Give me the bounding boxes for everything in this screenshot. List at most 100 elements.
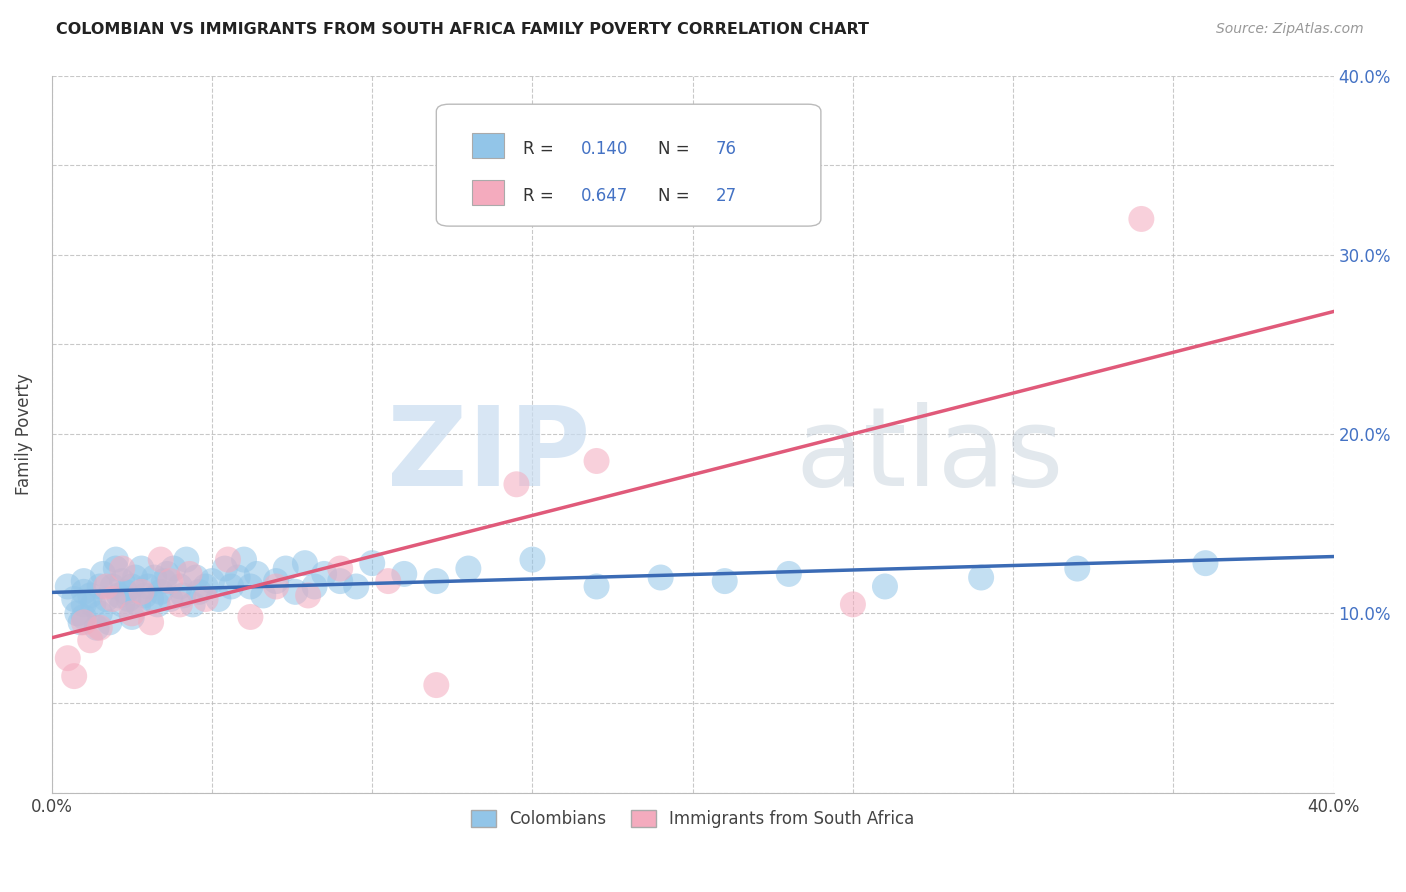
- Point: [585, 579, 607, 593]
- Point: [284, 585, 307, 599]
- Point: [69, 615, 91, 630]
- Point: [246, 566, 269, 581]
- Point: [56, 651, 79, 665]
- Point: [146, 598, 169, 612]
- FancyBboxPatch shape: [472, 180, 505, 205]
- Point: [207, 592, 229, 607]
- Point: [394, 566, 416, 581]
- Point: [233, 552, 256, 566]
- Legend: Colombians, Immigrants from South Africa: Colombians, Immigrants from South Africa: [464, 803, 921, 835]
- Point: [274, 561, 297, 575]
- Text: ZIP: ZIP: [387, 402, 591, 509]
- Point: [91, 566, 114, 581]
- Point: [73, 574, 96, 588]
- Point: [873, 579, 896, 593]
- Point: [169, 579, 191, 593]
- Point: [226, 570, 249, 584]
- Point: [104, 552, 127, 566]
- Point: [63, 592, 86, 607]
- FancyBboxPatch shape: [436, 104, 821, 226]
- Point: [650, 570, 672, 584]
- Point: [214, 561, 236, 575]
- Point: [172, 589, 194, 603]
- Point: [264, 574, 287, 588]
- Point: [970, 570, 993, 584]
- Point: [425, 678, 447, 692]
- Point: [149, 552, 172, 566]
- Point: [89, 621, 111, 635]
- Point: [89, 607, 111, 621]
- Point: [111, 561, 134, 575]
- Point: [111, 598, 134, 612]
- Point: [176, 552, 198, 566]
- Point: [156, 566, 179, 581]
- Point: [79, 589, 101, 603]
- Point: [252, 589, 274, 603]
- Text: 0.140: 0.140: [581, 140, 628, 158]
- Point: [1066, 561, 1088, 575]
- Point: [73, 610, 96, 624]
- Point: [297, 589, 319, 603]
- Point: [131, 585, 153, 599]
- Point: [1194, 556, 1216, 570]
- Point: [239, 579, 262, 593]
- Point: [101, 592, 124, 607]
- Point: [149, 585, 172, 599]
- Y-axis label: Family Poverty: Family Poverty: [15, 373, 32, 495]
- Point: [239, 610, 262, 624]
- Text: 0.647: 0.647: [581, 187, 628, 205]
- Point: [131, 561, 153, 575]
- Point: [79, 633, 101, 648]
- Point: [457, 561, 479, 575]
- Point: [86, 621, 108, 635]
- Point: [96, 592, 118, 607]
- Point: [89, 579, 111, 593]
- Point: [139, 615, 162, 630]
- Point: [304, 579, 326, 593]
- Point: [778, 566, 800, 581]
- Point: [134, 589, 156, 603]
- Point: [361, 556, 384, 570]
- Point: [73, 585, 96, 599]
- Text: R =: R =: [523, 187, 560, 205]
- Text: atlas: atlas: [796, 402, 1064, 509]
- Point: [121, 610, 143, 624]
- Point: [162, 561, 184, 575]
- Point: [136, 579, 159, 593]
- Point: [127, 598, 149, 612]
- Point: [522, 552, 544, 566]
- Point: [181, 598, 204, 612]
- Point: [842, 598, 865, 612]
- Point: [101, 579, 124, 593]
- Point: [314, 566, 336, 581]
- Point: [294, 556, 316, 570]
- Point: [194, 592, 217, 607]
- Point: [264, 579, 287, 593]
- Point: [143, 570, 166, 584]
- Point: [121, 579, 143, 593]
- Text: R =: R =: [523, 140, 560, 158]
- Point: [179, 566, 201, 581]
- Point: [585, 454, 607, 468]
- Point: [73, 615, 96, 630]
- Point: [153, 574, 176, 588]
- Point: [219, 579, 242, 593]
- Point: [169, 598, 191, 612]
- Point: [66, 607, 89, 621]
- Text: Source: ZipAtlas.com: Source: ZipAtlas.com: [1216, 22, 1364, 37]
- Point: [56, 579, 79, 593]
- Point: [63, 669, 86, 683]
- Point: [201, 574, 224, 588]
- Point: [121, 607, 143, 621]
- Text: 76: 76: [716, 140, 737, 158]
- Point: [108, 589, 131, 603]
- Text: N =: N =: [658, 187, 695, 205]
- Point: [329, 574, 352, 588]
- Point: [194, 579, 217, 593]
- Point: [159, 574, 181, 588]
- Point: [124, 570, 146, 584]
- Point: [1130, 211, 1153, 226]
- Point: [82, 598, 104, 612]
- Point: [184, 570, 207, 584]
- Point: [377, 574, 399, 588]
